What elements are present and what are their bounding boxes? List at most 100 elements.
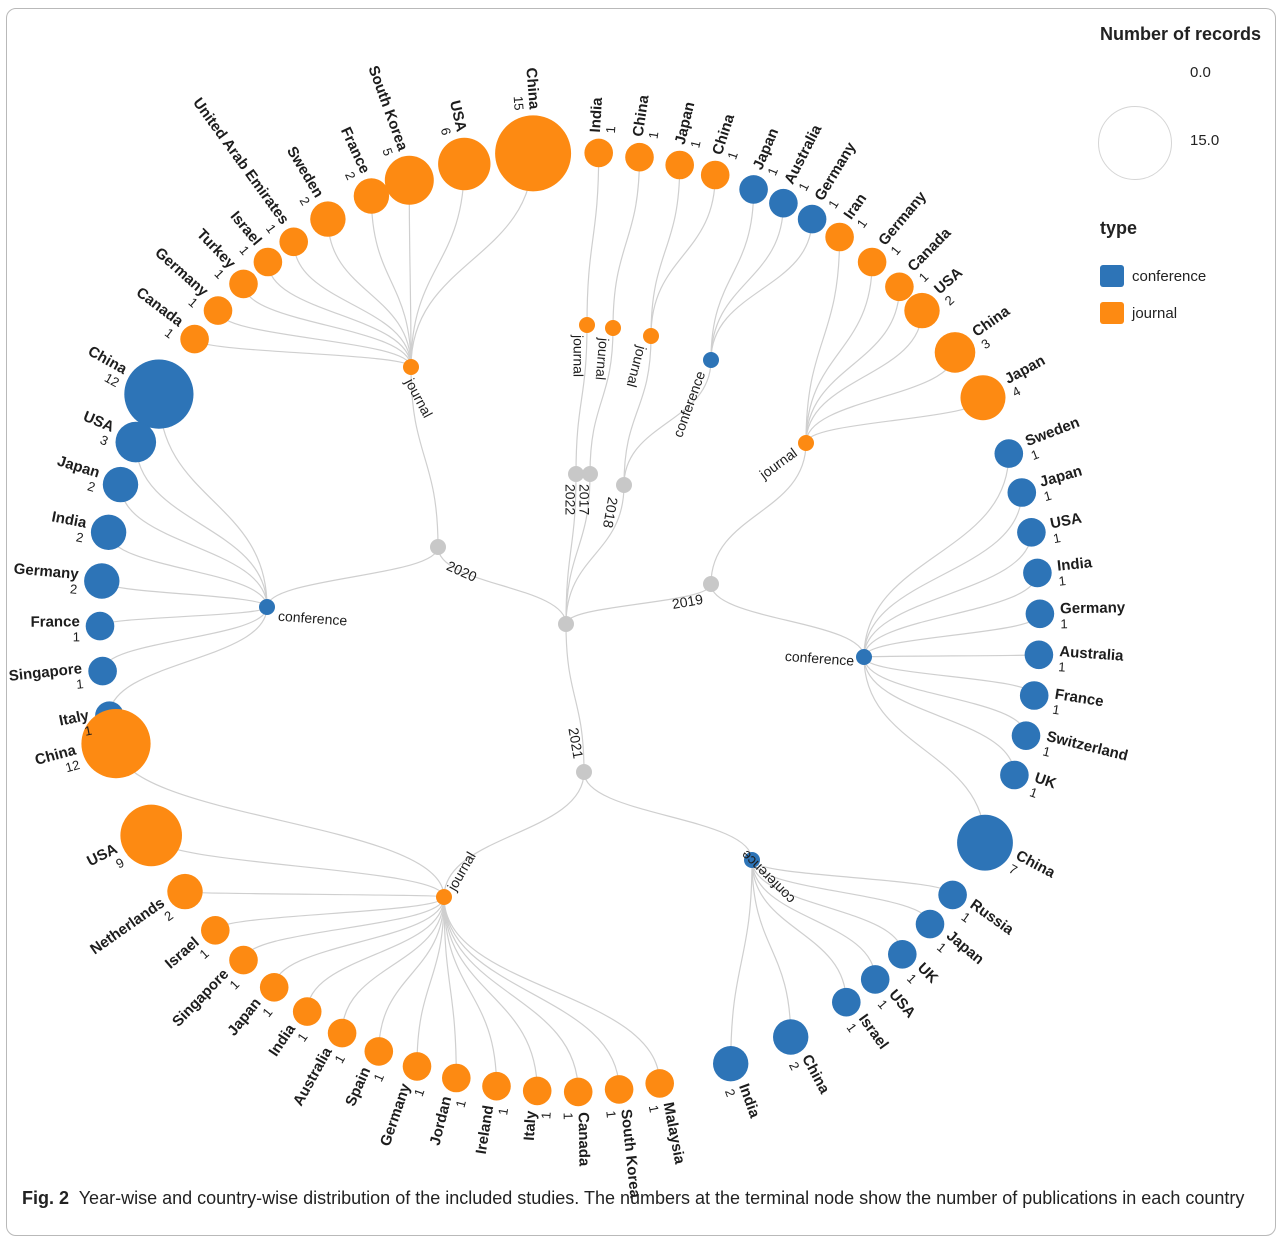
country-count: 1 <box>1052 530 1062 546</box>
legend-swatch-conference <box>1100 265 1124 287</box>
country-label: Israel <box>162 934 203 973</box>
country-count: 1 <box>825 197 842 211</box>
country-label: Japan <box>672 100 699 146</box>
country-label: USA <box>84 840 120 870</box>
country-label: India <box>265 1021 299 1060</box>
country-count: 1 <box>1058 659 1066 674</box>
country-node <box>522 1076 552 1106</box>
country-label: South Korea <box>365 63 412 153</box>
country-node <box>885 272 914 302</box>
country-node <box>625 142 654 172</box>
year-node-2018 <box>616 477 632 493</box>
country-node <box>201 916 230 945</box>
country-label: Canada <box>575 1112 593 1167</box>
country-count: 1 <box>294 1030 310 1044</box>
country-node <box>645 1069 674 1098</box>
country-label: France <box>30 613 79 630</box>
edge-group-leaf <box>863 656 1035 696</box>
edge-group-leaf <box>805 352 956 444</box>
country-label: Germany <box>151 244 211 300</box>
country-node <box>292 997 322 1026</box>
country-count: 1 <box>646 1104 662 1114</box>
country-node <box>915 909 945 939</box>
country-node <box>773 1019 809 1055</box>
country-label: Japan <box>943 927 987 968</box>
country-node <box>904 292 940 329</box>
country-count: 12 <box>64 757 82 775</box>
edge-group-leaf <box>863 656 1027 736</box>
country-count: 1 <box>73 629 80 644</box>
country-label: China <box>969 302 1013 340</box>
country-count: 1 <box>687 139 703 150</box>
country-label: Canada <box>133 284 187 331</box>
edge-group-leaf <box>863 492 1023 658</box>
country-label: Ireland <box>473 1104 497 1155</box>
country-count: 1 <box>795 180 812 193</box>
country-count: 9 <box>113 855 126 872</box>
country-count: 2 <box>297 194 314 208</box>
edge-group-leaf <box>805 261 873 444</box>
country-count: 1 <box>724 150 741 162</box>
edge-group-leaf <box>863 656 1015 776</box>
country-label: Singapore <box>169 966 232 1031</box>
country-label: Japan <box>55 453 101 482</box>
root-node <box>558 616 574 632</box>
country-node <box>938 880 967 910</box>
country-node <box>402 1052 432 1081</box>
figure-frame <box>6 8 1276 1236</box>
country-label: France <box>1054 686 1105 710</box>
legend-label-journal: journal <box>1132 305 1178 322</box>
edge-group-leaf <box>751 859 876 980</box>
country-node <box>259 973 289 1002</box>
tree-edges <box>99 152 1041 1092</box>
country-node <box>860 965 890 994</box>
edge-root-2019 <box>565 583 712 625</box>
country-count: 1 <box>162 325 177 341</box>
edge-group-leaf <box>443 896 661 1084</box>
country-node <box>563 1077 593 1107</box>
edge-year-group <box>443 771 585 898</box>
edge-group-leaf <box>730 859 753 1064</box>
country-node <box>482 1071 511 1101</box>
country-node <box>713 1046 749 1082</box>
country-label: Israel <box>855 1011 892 1053</box>
country-label: Germany <box>1060 599 1126 617</box>
edge-group-leaf <box>805 236 841 444</box>
edge-group-leaf <box>805 310 923 444</box>
country-node <box>1023 558 1052 588</box>
group-node <box>605 320 621 336</box>
country-node <box>700 160 730 190</box>
country-count: 1 <box>197 946 212 962</box>
country-node <box>1011 721 1041 750</box>
group-node <box>856 649 872 665</box>
country-node <box>1017 518 1046 547</box>
figure-caption: Fig. 2 Year-wise and country-wise distri… <box>22 1186 1272 1211</box>
edge-group-leaf <box>443 896 620 1090</box>
edge-group-leaf <box>135 442 268 608</box>
country-label: Spain <box>342 1065 374 1109</box>
country-node <box>495 115 572 192</box>
group-label: journal <box>402 375 436 421</box>
country-label: Iran <box>841 190 871 222</box>
country-count: 1 <box>934 939 949 955</box>
edge-group-leaf <box>267 261 412 368</box>
country-count: 1 <box>1041 744 1052 760</box>
legend: Number of records 0.0 15.0 type conferen… <box>1092 22 1280 342</box>
country-label: China <box>709 111 738 157</box>
country-count: 15 <box>511 95 527 111</box>
group-label: journal <box>756 444 800 482</box>
edge-group-leaf <box>184 890 445 898</box>
caption-label: Fig. 2 <box>22 1188 70 1208</box>
country-count: 2 <box>75 529 85 545</box>
edge-group-leaf <box>443 896 538 1091</box>
country-count: 1 <box>854 216 870 231</box>
country-node <box>825 222 854 252</box>
edge-group-leaf <box>586 152 600 326</box>
country-node <box>934 332 976 373</box>
edge-group-leaf <box>863 453 1010 658</box>
country-node <box>180 324 209 354</box>
country-count: 1 <box>236 243 252 258</box>
country-node <box>203 296 233 325</box>
edge-group-leaf <box>863 654 1040 658</box>
country-label: Italy <box>521 1110 540 1142</box>
